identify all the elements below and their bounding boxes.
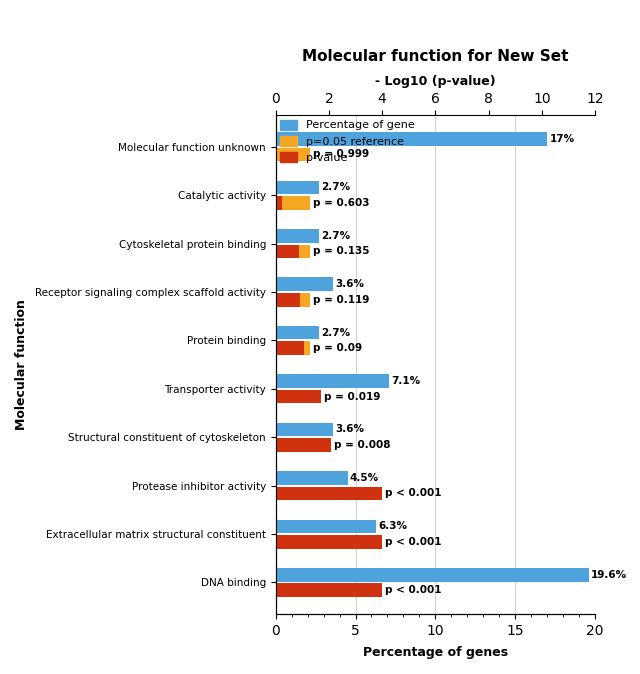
Text: 4.5%: 4.5% — [350, 473, 379, 483]
Text: p = 0.603: p = 0.603 — [313, 198, 369, 208]
Text: 3.6%: 3.6% — [335, 279, 365, 289]
Bar — [276, 374, 389, 388]
Bar — [276, 245, 299, 258]
Text: p = 0.008: p = 0.008 — [334, 440, 390, 450]
Title: Molecular function for New Set: Molecular function for New Set — [302, 49, 568, 64]
Bar — [276, 148, 310, 161]
Text: p = 0.999: p = 0.999 — [313, 150, 369, 160]
Bar — [276, 520, 376, 533]
Bar — [276, 438, 310, 452]
Text: p < 0.001: p < 0.001 — [385, 537, 441, 547]
Text: 6.3%: 6.3% — [379, 521, 408, 531]
Bar — [276, 584, 382, 597]
Text: p = 0.09: p = 0.09 — [313, 343, 362, 353]
Bar — [276, 293, 300, 307]
Text: 3.6%: 3.6% — [335, 425, 365, 435]
Bar — [276, 487, 310, 500]
Bar — [276, 390, 321, 403]
X-axis label: Percentage of genes: Percentage of genes — [363, 646, 508, 659]
Bar — [276, 438, 332, 452]
Text: 2.7%: 2.7% — [321, 328, 350, 338]
Bar — [276, 471, 348, 485]
Bar — [276, 293, 310, 307]
Text: p = 0.135: p = 0.135 — [313, 246, 369, 256]
Y-axis label: Molecular function: Molecular function — [15, 299, 28, 430]
Text: 2.7%: 2.7% — [321, 183, 350, 192]
Text: p = 0.119: p = 0.119 — [313, 295, 369, 305]
Text: p < 0.001: p < 0.001 — [385, 585, 441, 595]
X-axis label: - Log10 (p-value): - Log10 (p-value) — [375, 75, 496, 88]
Bar — [276, 423, 333, 436]
Bar — [276, 229, 319, 243]
Bar — [276, 341, 310, 355]
Text: 17%: 17% — [550, 134, 575, 144]
Bar — [276, 341, 303, 355]
Bar — [276, 196, 282, 210]
Bar — [276, 584, 310, 597]
Text: 7.1%: 7.1% — [392, 376, 420, 386]
Legend: Percentage of gene, p=0.05 reference, p-value: Percentage of gene, p=0.05 reference, p-… — [276, 115, 419, 168]
Text: p = 0.019: p = 0.019 — [324, 392, 380, 402]
Bar — [276, 278, 333, 291]
Bar — [276, 568, 589, 582]
Bar — [276, 181, 319, 194]
Bar — [276, 535, 382, 549]
Bar — [276, 132, 547, 146]
Text: p < 0.001: p < 0.001 — [385, 489, 441, 498]
Bar — [276, 196, 310, 210]
Text: 2.7%: 2.7% — [321, 231, 350, 241]
Bar — [276, 487, 382, 500]
Text: 19.6%: 19.6% — [591, 570, 627, 580]
Bar — [276, 535, 310, 549]
Bar — [276, 390, 310, 403]
Bar — [276, 326, 319, 340]
Bar — [276, 245, 310, 258]
